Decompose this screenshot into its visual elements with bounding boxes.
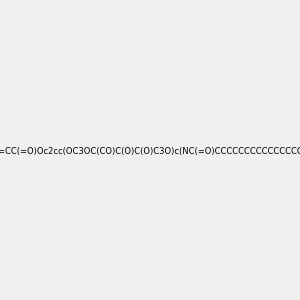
Text: CC1=CC(=O)Oc2cc(OC3OC(CO)C(O)C(O)C3O)c(NC(=O)CCCCCCCCCCCCCCC)cc21: CC1=CC(=O)Oc2cc(OC3OC(CO)C(O)C(O)C3O)c(N… (0, 147, 300, 156)
